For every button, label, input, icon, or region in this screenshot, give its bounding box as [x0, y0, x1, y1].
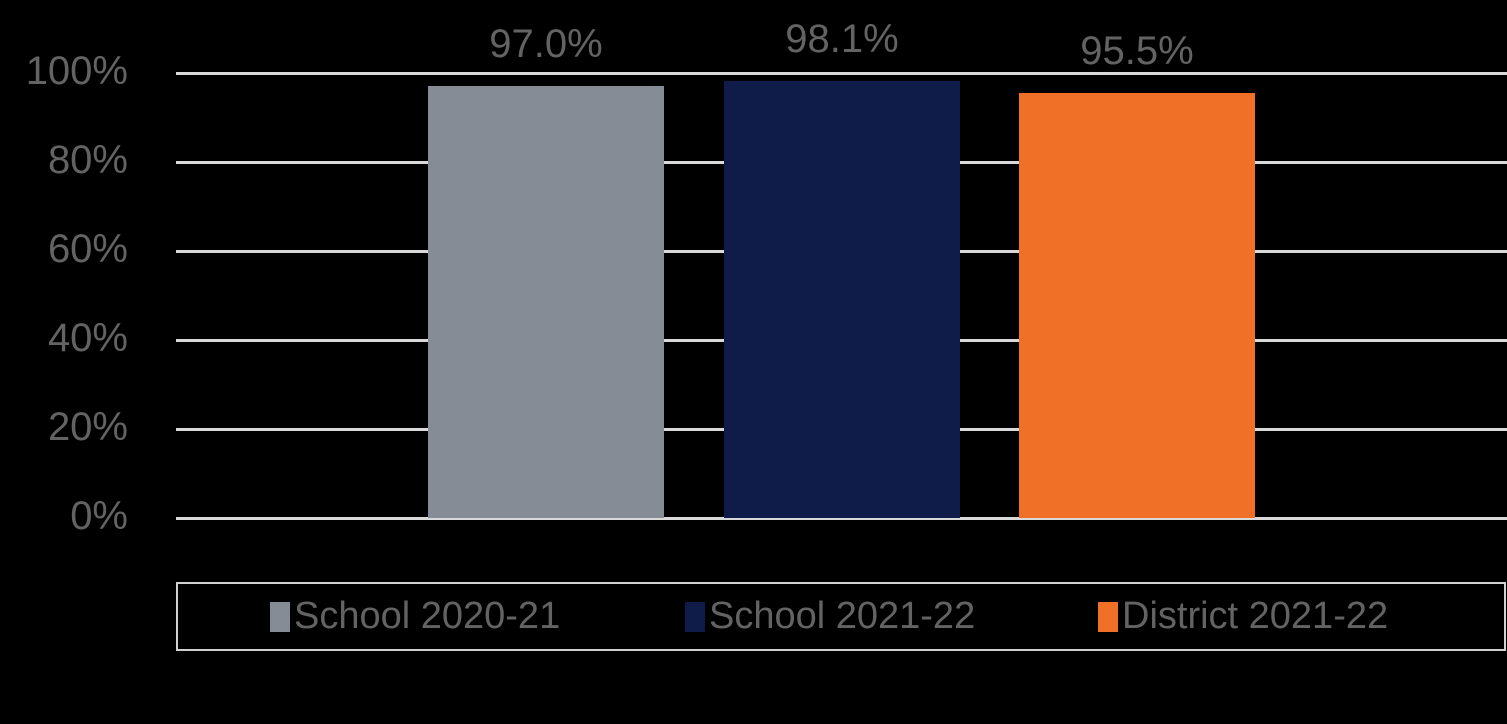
legend-label: District 2021-22	[1122, 595, 1389, 637]
legend-item-district-2021-22: District 2021-22	[1098, 584, 1388, 649]
y-tick-label: 80%	[47, 138, 128, 182]
bar-school-2020-21	[428, 86, 664, 518]
y-tick-label: 40%	[47, 316, 128, 360]
y-tick-label: 20%	[47, 405, 128, 449]
data-label: 95.5%	[1080, 29, 1194, 74]
data-label: 98.1%	[785, 17, 899, 62]
legend-item-school-2020-21: School 2020-21	[270, 584, 560, 649]
legend-label: School 2020-21	[294, 595, 561, 637]
legend-label: School 2021-22	[709, 595, 976, 637]
y-tick-label: 100%	[25, 49, 128, 93]
legend-item-school-2021-22: School 2021-22	[685, 584, 975, 649]
y-tick-label: 60%	[47, 227, 128, 271]
legend-swatch	[270, 601, 290, 632]
legend-swatch	[1098, 601, 1118, 632]
bar-district-2021-22	[1019, 93, 1255, 518]
y-tick-label: 0%	[70, 494, 128, 538]
gridline	[176, 72, 1507, 75]
gridline	[176, 517, 1507, 520]
data-label: 97.0%	[489, 22, 603, 67]
legend-swatch	[685, 601, 705, 632]
legend: School 2020-21 School 2021-22 District 2…	[176, 582, 1506, 651]
bar-school-2021-22	[724, 81, 960, 518]
